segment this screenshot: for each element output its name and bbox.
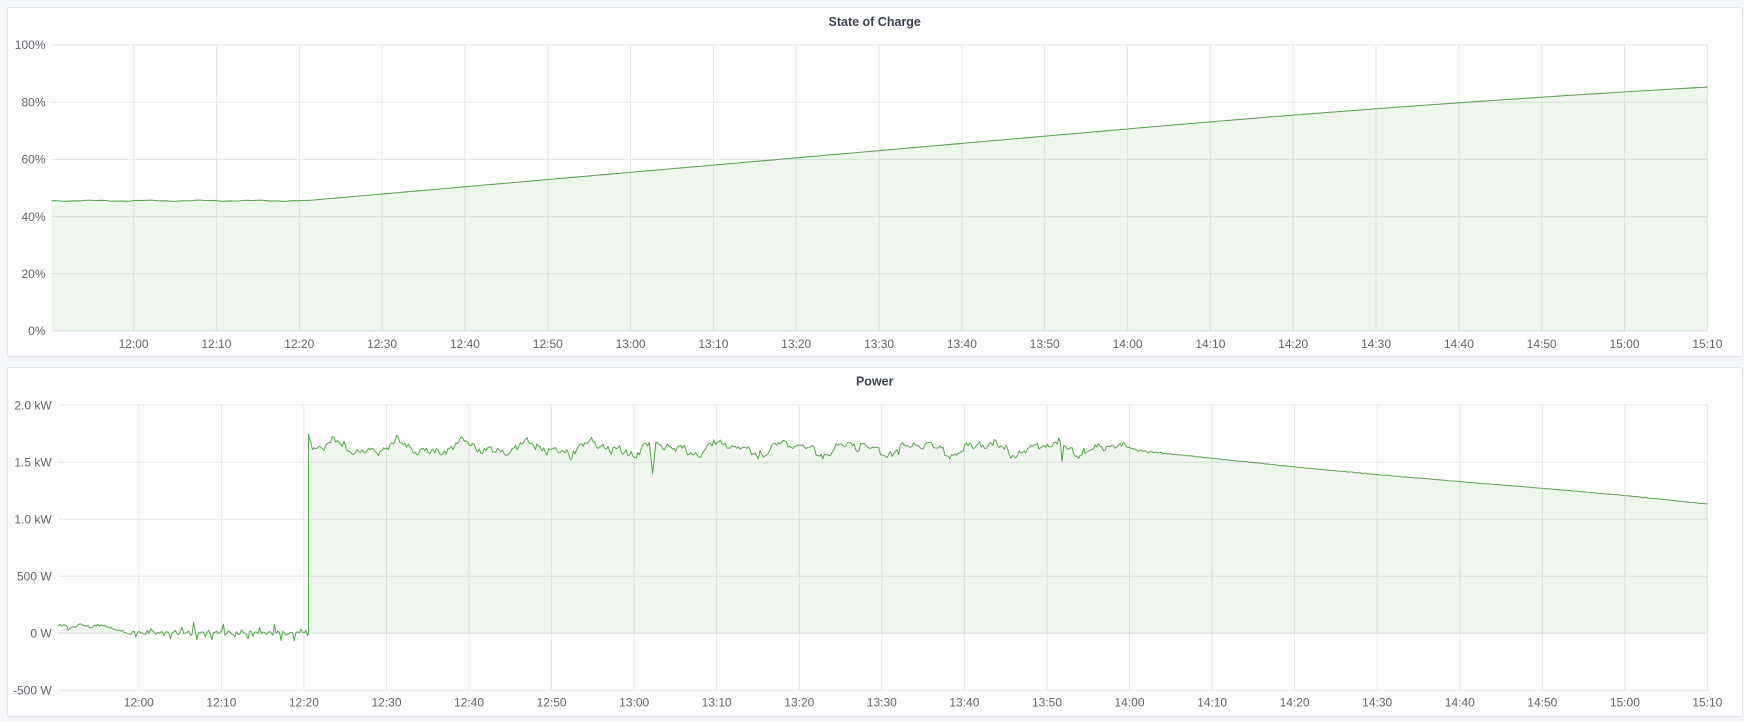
svg-text:100%: 100% xyxy=(15,38,46,52)
svg-text:13:20: 13:20 xyxy=(784,696,814,710)
svg-text:Power: Power xyxy=(856,374,894,388)
svg-text:13:40: 13:40 xyxy=(949,696,979,710)
svg-text:13:40: 13:40 xyxy=(947,337,977,351)
svg-text:15:10: 15:10 xyxy=(1692,337,1722,351)
svg-text:0%: 0% xyxy=(28,324,46,338)
svg-text:12:20: 12:20 xyxy=(284,337,314,351)
svg-text:12:00: 12:00 xyxy=(119,337,149,351)
svg-text:0 W: 0 W xyxy=(30,627,52,641)
svg-text:12:10: 12:10 xyxy=(201,337,231,351)
svg-text:12:50: 12:50 xyxy=(537,696,567,710)
svg-text:12:40: 12:40 xyxy=(454,696,484,710)
svg-text:12:50: 12:50 xyxy=(533,337,563,351)
svg-text:1.5 kW: 1.5 kW xyxy=(14,455,52,469)
svg-text:14:20: 14:20 xyxy=(1280,696,1310,710)
svg-text:20%: 20% xyxy=(21,267,45,281)
svg-text:14:10: 14:10 xyxy=(1197,696,1227,710)
svg-text:13:30: 13:30 xyxy=(867,696,897,710)
svg-text:2.0 kW: 2.0 kW xyxy=(14,398,52,412)
svg-text:14:10: 14:10 xyxy=(1195,337,1225,351)
svg-text:60%: 60% xyxy=(21,153,45,167)
svg-text:12:40: 12:40 xyxy=(450,337,480,351)
svg-text:13:10: 13:10 xyxy=(702,696,732,710)
svg-text:12:20: 12:20 xyxy=(289,696,319,710)
svg-text:13:00: 13:00 xyxy=(619,696,649,710)
svg-text:-500 W: -500 W xyxy=(13,684,52,698)
svg-text:12:00: 12:00 xyxy=(124,696,154,710)
svg-text:13:00: 13:00 xyxy=(616,337,646,351)
svg-text:13:50: 13:50 xyxy=(1032,696,1062,710)
svg-text:500 W: 500 W xyxy=(17,570,52,584)
svg-text:12:30: 12:30 xyxy=(371,696,401,710)
svg-text:12:10: 12:10 xyxy=(206,696,236,710)
svg-text:14:40: 14:40 xyxy=(1444,337,1474,351)
svg-text:1.0 kW: 1.0 kW xyxy=(14,512,52,526)
svg-text:13:30: 13:30 xyxy=(864,337,894,351)
svg-text:14:50: 14:50 xyxy=(1527,337,1557,351)
svg-text:14:30: 14:30 xyxy=(1362,696,1392,710)
svg-text:State of Charge: State of Charge xyxy=(829,15,921,29)
svg-text:13:50: 13:50 xyxy=(1030,337,1060,351)
svg-text:15:00: 15:00 xyxy=(1609,337,1639,351)
svg-text:14:20: 14:20 xyxy=(1278,337,1308,351)
svg-text:13:10: 13:10 xyxy=(698,337,728,351)
svg-text:40%: 40% xyxy=(21,210,45,224)
svg-text:13:20: 13:20 xyxy=(781,337,811,351)
svg-text:14:40: 14:40 xyxy=(1445,696,1475,710)
svg-text:14:00: 14:00 xyxy=(1113,337,1143,351)
svg-text:14:30: 14:30 xyxy=(1361,337,1391,351)
svg-text:14:00: 14:00 xyxy=(1114,696,1144,710)
svg-text:15:10: 15:10 xyxy=(1692,696,1722,710)
svg-text:12:30: 12:30 xyxy=(367,337,397,351)
svg-text:80%: 80% xyxy=(21,95,45,109)
svg-text:15:00: 15:00 xyxy=(1610,696,1640,710)
svg-text:14:50: 14:50 xyxy=(1527,696,1557,710)
